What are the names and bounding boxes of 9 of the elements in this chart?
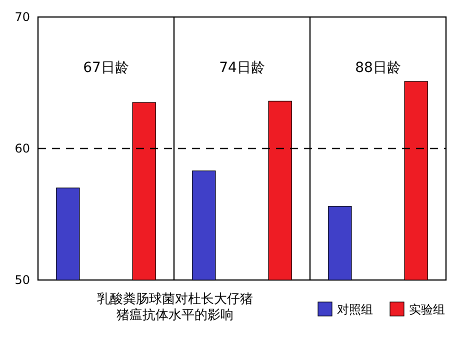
- text: 乳酸粪肠球菌对杜长大仔猪猪瘟抗体水平的影响: [97, 292, 253, 323]
- x-tick-label: 67日龄: [83, 60, 129, 76]
- y-tick-label: 60: [14, 142, 30, 156]
- y-tick-label: 50: [14, 273, 30, 288]
- legend-label: 实验组: [409, 302, 445, 317]
- x-tick-label: 74日龄: [219, 60, 265, 76]
- legend-label: 对照组: [337, 302, 373, 317]
- y-tick-label: 70: [14, 10, 30, 24]
- x-tick-label: 88日龄: [355, 60, 401, 76]
